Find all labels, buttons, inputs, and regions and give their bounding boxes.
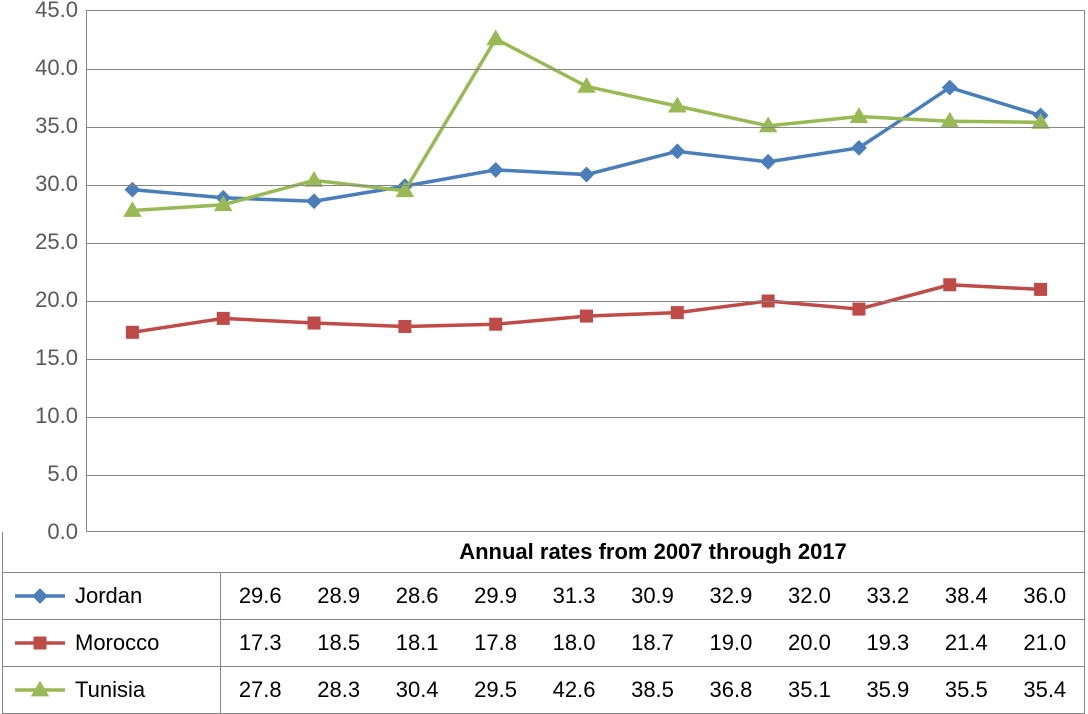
table-cell: 38.5: [613, 677, 691, 703]
table-cell: 28.9: [299, 583, 377, 609]
legend-marker-icon: [13, 585, 67, 607]
table-cell: 18.7: [613, 630, 691, 656]
data-table-title: Annual rates from 2007 through 2017: [459, 539, 847, 565]
data-point-marker: [490, 318, 502, 330]
table-cell: 36.0: [1006, 583, 1084, 609]
data-point-marker: [944, 279, 956, 291]
table-cell: 18.5: [299, 630, 377, 656]
data-point-marker: [581, 310, 593, 322]
data-point-marker: [579, 167, 593, 181]
table-row: Jordan 29.628.928.629.931.330.932.932.033…: [3, 573, 1084, 620]
data-point-marker: [671, 307, 683, 319]
table-cells: 17.318.518.117.818.018.719.020.019.321.4…: [221, 620, 1084, 666]
table-cell: 21.4: [927, 630, 1005, 656]
table-cell: 19.3: [849, 630, 927, 656]
gridline: [87, 185, 1084, 186]
table-cell: 29.6: [221, 583, 299, 609]
table-cell: 35.9: [849, 677, 927, 703]
table-cell: 42.6: [535, 677, 613, 703]
table-cell: 32.0: [770, 583, 848, 609]
y-axis-labels: 0.05.010.015.020.025.030.035.040.045.0: [0, 10, 86, 532]
gridline: [87, 417, 1084, 418]
table-cell: 19.0: [692, 630, 770, 656]
legend-item: Tunisia: [3, 667, 221, 713]
data-point-marker: [1035, 283, 1047, 295]
table-cell: 28.6: [378, 583, 456, 609]
data-table: Annual rates from 2007 through 2017 Jord…: [2, 532, 1085, 714]
legend-item: Morocco: [3, 620, 221, 666]
table-cell: 20.0: [770, 630, 848, 656]
data-point-marker: [307, 194, 321, 208]
line-chart: 0.05.010.015.020.025.030.035.040.045.0 A…: [0, 0, 1088, 713]
table-cell: 21.0: [1006, 630, 1084, 656]
data-point-marker: [761, 155, 775, 169]
table-cell: 29.5: [456, 677, 534, 703]
data-table-title-row: Annual rates from 2007 through 2017: [3, 532, 1084, 573]
table-row: Morocco 17.318.518.117.818.018.719.020.01…: [3, 620, 1084, 667]
table-cell: 27.8: [221, 677, 299, 703]
data-point-marker: [126, 326, 138, 338]
y-tick-label: 30.0: [35, 171, 78, 197]
data-table-rows: Jordan 29.628.928.629.931.330.932.932.033…: [3, 573, 1084, 714]
gridline: [87, 243, 1084, 244]
table-cell: 30.4: [378, 677, 456, 703]
data-point-marker: [853, 303, 865, 315]
table-cell: 29.9: [456, 583, 534, 609]
y-tick-label: 15.0: [35, 345, 78, 371]
gridline: [87, 127, 1084, 128]
table-cell: 36.8: [692, 677, 770, 703]
gridline: [87, 69, 1084, 70]
table-cells: 29.628.928.629.931.330.932.932.033.238.4…: [221, 573, 1084, 619]
table-cell: 18.1: [378, 630, 456, 656]
legend-item: Jordan: [3, 573, 221, 619]
plot-area: [86, 10, 1085, 532]
table-cell: 33.2: [849, 583, 927, 609]
data-point-marker: [217, 312, 229, 324]
gridline: [87, 475, 1084, 476]
table-cell: 35.5: [927, 677, 1005, 703]
gridline: [87, 301, 1084, 302]
table-cells: 27.828.330.429.542.638.536.835.135.935.5…: [221, 667, 1084, 713]
data-point-marker: [34, 637, 46, 649]
table-cell: 38.4: [927, 583, 1005, 609]
data-point-marker: [488, 163, 502, 177]
y-tick-label: 5.0: [47, 461, 78, 487]
table-cell: 28.3: [299, 677, 377, 703]
data-point-marker: [399, 321, 411, 333]
data-point-marker: [670, 144, 684, 158]
y-tick-label: 10.0: [35, 403, 78, 429]
series-name: Jordan: [75, 583, 142, 609]
y-tick-label: 25.0: [35, 229, 78, 255]
plot-svg: [87, 11, 1086, 533]
table-cell: 17.3: [221, 630, 299, 656]
table-cell: 30.9: [613, 583, 691, 609]
y-tick-label: 40.0: [35, 55, 78, 81]
y-tick-label: 45.0: [35, 0, 78, 23]
table-cell: 35.4: [1006, 677, 1084, 703]
gridline: [87, 359, 1084, 360]
table-cell: 32.9: [692, 583, 770, 609]
series-line: [132, 285, 1040, 333]
legend-marker-icon: [13, 632, 67, 654]
table-cell: 17.8: [456, 630, 534, 656]
y-tick-label: 35.0: [35, 113, 78, 139]
data-point-marker: [487, 30, 504, 44]
y-tick-label: 20.0: [35, 287, 78, 313]
table-cell: 31.3: [535, 583, 613, 609]
series-name: Morocco: [75, 630, 159, 656]
table-cell: 35.1: [770, 677, 848, 703]
table-row: Tunisia27.828.330.429.542.638.536.835.13…: [3, 667, 1084, 714]
legend-marker-icon: [13, 679, 67, 701]
table-cell: 18.0: [535, 630, 613, 656]
series-name: Tunisia: [75, 677, 145, 703]
data-point-marker: [33, 589, 47, 603]
data-point-marker: [308, 317, 320, 329]
